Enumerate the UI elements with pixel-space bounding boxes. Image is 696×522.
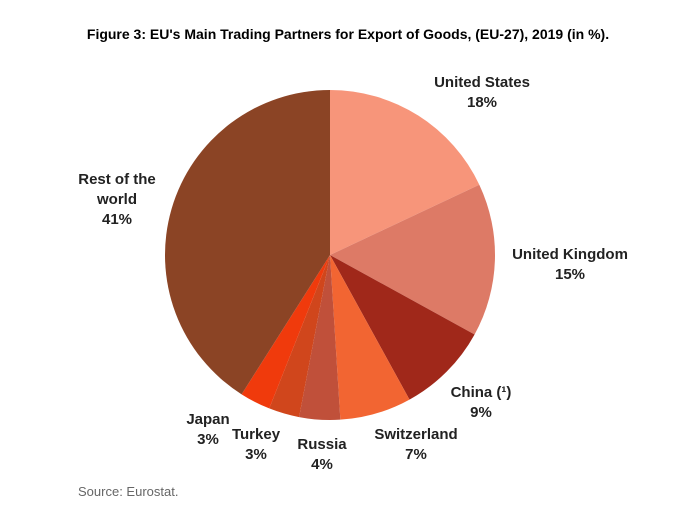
slice-label: United Kingdom 15% [512,245,628,285]
pie-slice [330,184,495,335]
pie-slice [330,255,475,400]
value-label: 18% [466,94,498,111]
value-label: 41% [101,211,133,228]
slice-label: United States 18% [434,73,530,113]
value-label: 3% [197,431,219,448]
category-label: Turkey [231,426,281,443]
pie-slice [330,255,410,420]
chart-title: Figure 3: EU's Main Trading Partners for… [86,26,610,42]
slice-label: Turkey 3% [232,425,280,465]
pie-slice [330,90,480,255]
pie-slice [241,255,330,409]
category-label: China (¹) [450,384,512,401]
value-label: 3% [245,446,267,463]
category-label: United Kingdom [512,246,628,263]
pie-slice [299,255,341,420]
pie-slice [269,255,330,418]
slice-label: Japan 3% [186,410,229,450]
category-label: Japan [186,411,230,428]
category-label: Switzerland [374,426,458,443]
source-note: Source: Eurostat. [78,484,179,499]
category-label: Russia [297,436,347,453]
value-label: 15% [554,266,586,283]
slice-label: Rest of the world 41% [72,170,162,230]
value-label: 4% [311,456,333,473]
value-label: 9% [470,404,492,421]
slice-label: China (¹) 9% [451,383,512,423]
slice-label: Switzerland 7% [374,425,457,465]
value-label: 7% [405,446,427,463]
category-label: Rest of the world [78,171,156,208]
pie-slice [164,90,330,395]
slice-label: Russia 4% [297,435,346,475]
category-label: United States [434,74,530,91]
